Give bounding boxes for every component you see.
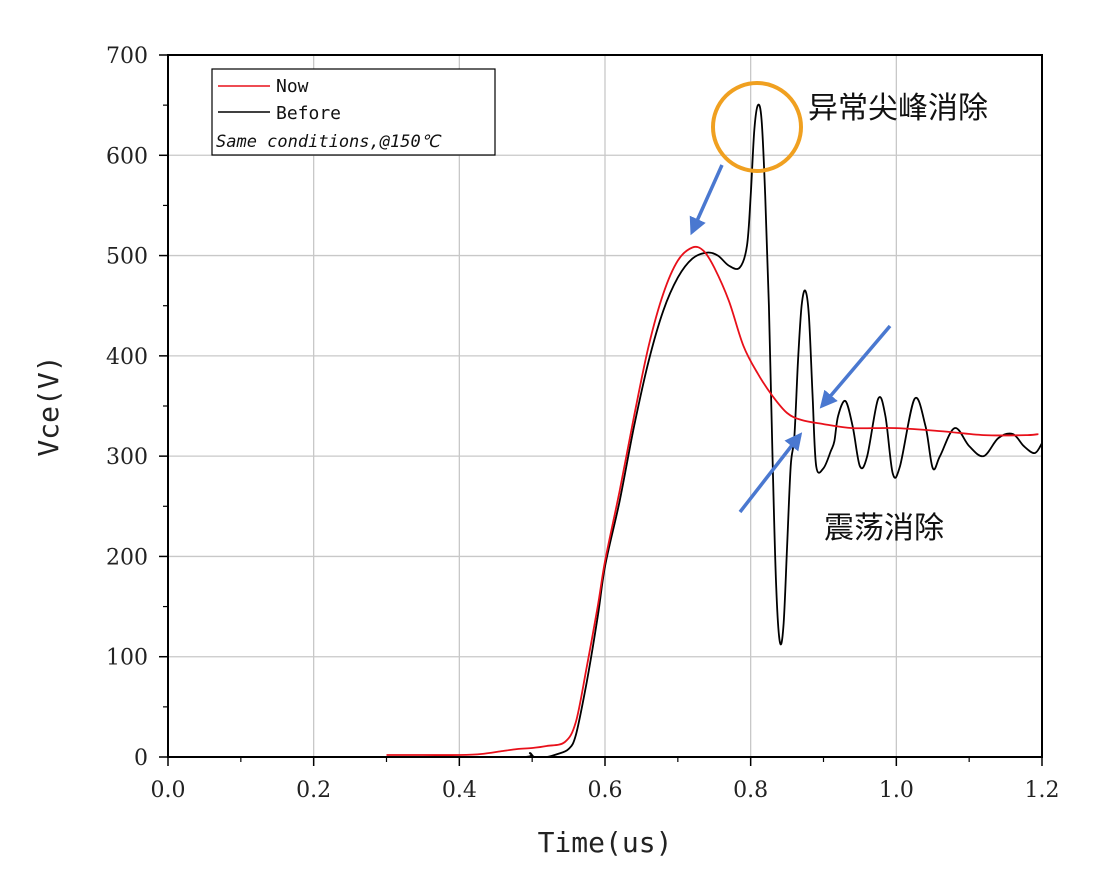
x-tick-label: 1.0 — [879, 778, 914, 803]
x-tick-label: 0.0 — [151, 778, 186, 803]
y-tick-label: 100 — [106, 646, 148, 671]
tick-labels: 0.0 0.2 0.4 0.6 0.8 1.0 1.2 0 100 200 300 400 500 600… — [106, 44, 1060, 803]
x-tick-label: 0.8 — [733, 778, 768, 803]
arrow-from-lower-left — [738, 432, 803, 514]
y-tick-label: 500 — [106, 245, 148, 270]
x-tick-label: 1.2 — [1025, 778, 1060, 803]
x-tick-label: 0.6 — [588, 778, 623, 803]
annotation-layer: 异常尖峰消除 震荡消除 — [689, 81, 988, 546]
spike-highlight-circle — [711, 81, 803, 173]
legend-label-before: Before — [276, 103, 341, 124]
annotation-oscillation-removed: 震荡消除 — [824, 511, 944, 546]
y-axis-title: Vce(V) — [32, 355, 65, 456]
legend: Now Before Same conditions,@150℃ — [211, 68, 496, 156]
series-layer — [386, 103, 1042, 757]
grid — [168, 55, 1042, 757]
y-tick-label: 200 — [106, 545, 148, 570]
legend-note: Same conditions,@150℃ — [216, 132, 442, 152]
arrow-from-upper-right — [819, 324, 892, 409]
y-tick-label: 600 — [106, 144, 148, 169]
y-tick-label: 0 — [134, 746, 148, 771]
series-line-now — [386, 245, 1039, 756]
ticks — [159, 54, 1043, 766]
x-tick-label: 0.4 — [442, 778, 477, 803]
series-line-before — [386, 103, 1042, 757]
x-tick-label: 0.2 — [296, 778, 331, 803]
arrow-to-peak — [689, 164, 724, 236]
legend-label-now: Now — [276, 76, 309, 97]
x-axis-title: Time(us) — [538, 826, 673, 859]
y-tick-label: 300 — [106, 445, 148, 470]
y-tick-label: 400 — [106, 345, 148, 370]
annotation-spike-removed: 异常尖峰消除 — [808, 91, 988, 126]
y-tick-label: 700 — [106, 44, 148, 69]
